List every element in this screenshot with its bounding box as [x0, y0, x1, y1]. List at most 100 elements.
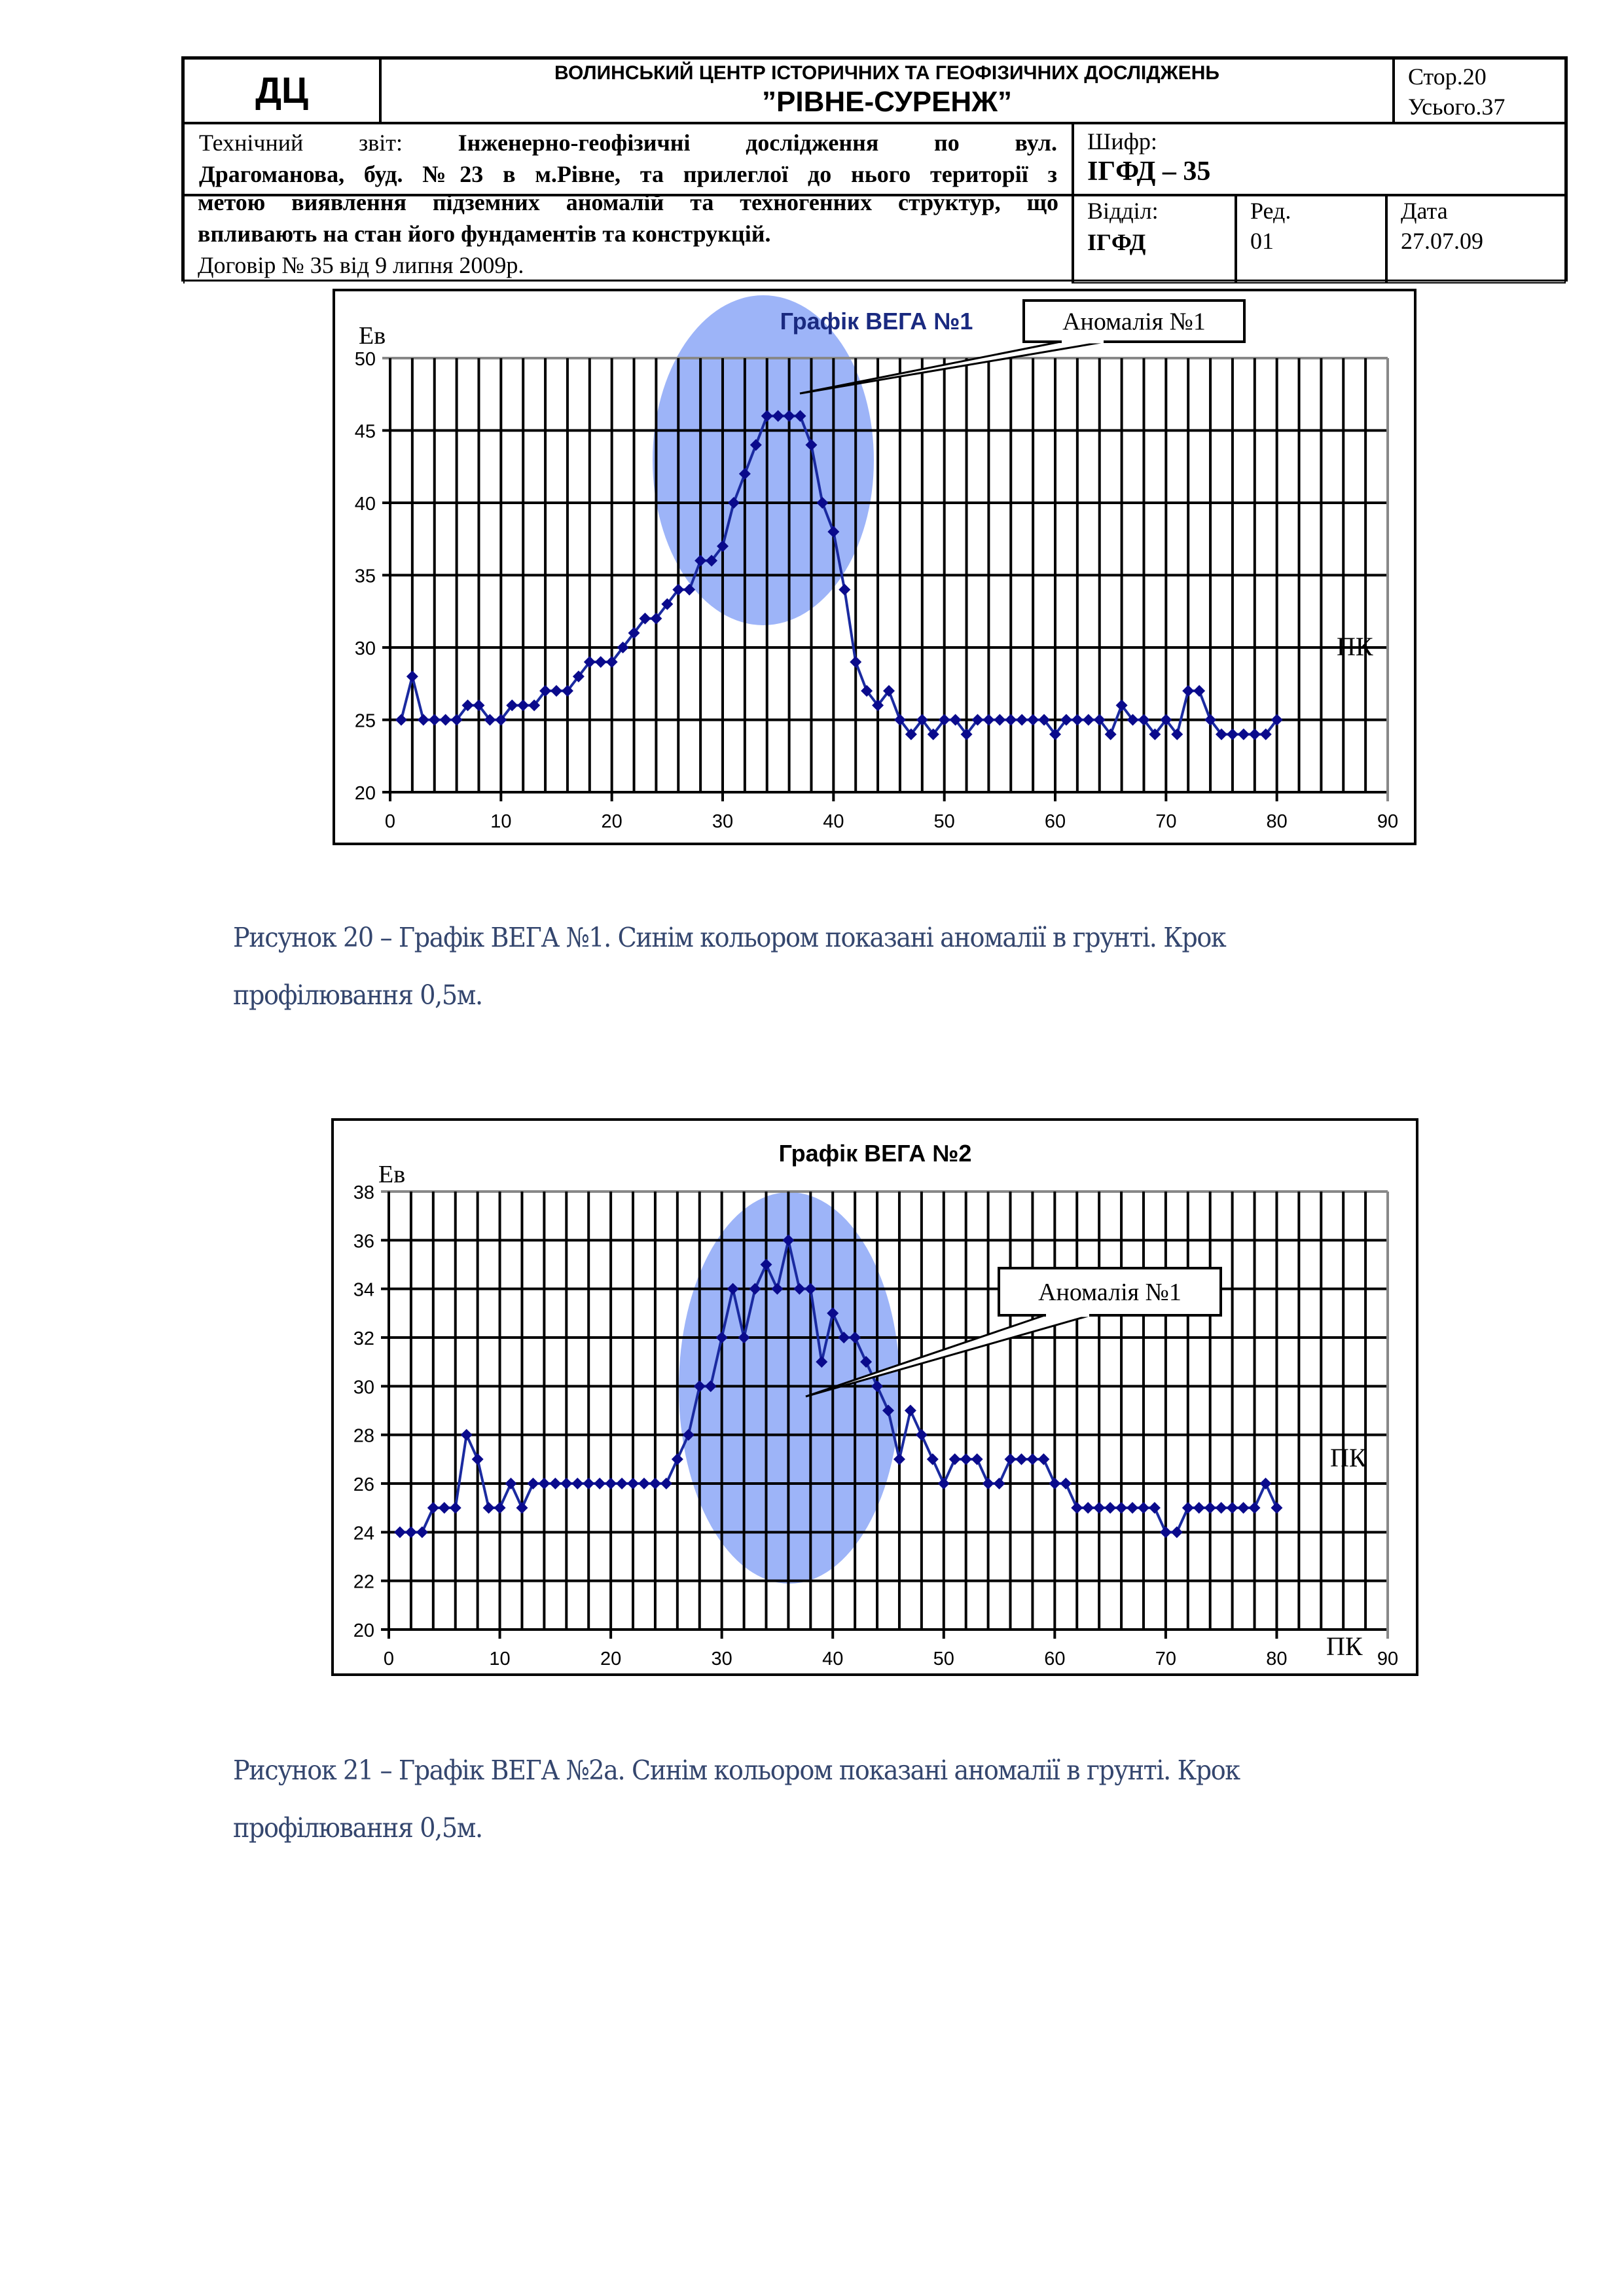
- chart-1-frame: [333, 289, 1416, 845]
- data-point: [949, 714, 962, 726]
- report-title-line1: Технічний звіт: Інженерно-геофізичні дос…: [199, 130, 1058, 156]
- x-tick-label: 40: [822, 1649, 843, 1669]
- data-point: [661, 598, 674, 610]
- data-point: [639, 612, 651, 625]
- data-point: [960, 728, 973, 740]
- callout-box: [998, 1267, 1222, 1317]
- data-point: [449, 1502, 461, 1514]
- data-point: [1127, 714, 1139, 726]
- cipher-value: ІГФД – 35: [1087, 156, 1211, 187]
- dept-value: ІГФД: [1087, 229, 1146, 255]
- data-point: [1060, 1478, 1072, 1489]
- dept-cell: Відділ: ІГФД: [1073, 195, 1236, 283]
- figure-21-caption-line1: Рисунок 21 – Графік ВЕГА №2а. Синім коль…: [233, 1755, 1240, 1786]
- figure-20-caption-line2: профілювання 0,5м.: [233, 979, 483, 1011]
- data-point: [484, 714, 496, 726]
- data-point: [827, 526, 840, 538]
- data-point: [571, 1478, 584, 1489]
- x-axis-label: ПК: [1326, 1631, 1363, 1661]
- x-tick-label: 30: [712, 1649, 732, 1669]
- header-table: ДЦ ВОЛИНСЬКИЙ ЦЕНТР ІСТОРИЧНИХ ТА ГЕОФІЗ…: [181, 56, 1568, 283]
- data-point: [473, 699, 485, 712]
- data-point: [516, 1502, 528, 1514]
- data-point: [1237, 1502, 1250, 1514]
- data-point: [1193, 1502, 1205, 1514]
- data-point: [948, 1453, 961, 1465]
- data-point: [695, 555, 707, 567]
- data-point: [893, 714, 906, 726]
- data-point: [460, 1429, 473, 1441]
- x-tick-label: 10: [490, 811, 511, 832]
- data-point: [816, 1356, 828, 1368]
- chart-2-frame: [331, 1118, 1418, 1676]
- x-tick-label: 50: [933, 1649, 954, 1669]
- data-point: [427, 1502, 439, 1514]
- x-tick-label: 80: [1267, 811, 1288, 832]
- callout-label: Аномалія №1: [1038, 1279, 1182, 1306]
- data-point: [971, 714, 984, 726]
- revision-cell: Ред. 01: [1236, 195, 1386, 283]
- y-tick-label: 25: [355, 711, 376, 732]
- data-point: [605, 656, 618, 668]
- data-point: [1171, 728, 1183, 740]
- data-point: [616, 1478, 628, 1489]
- data-point: [1049, 728, 1061, 740]
- data-point: [439, 714, 452, 726]
- y-tick-label: 28: [353, 1426, 374, 1447]
- data-point: [904, 1404, 916, 1417]
- data-point: [1170, 1526, 1183, 1539]
- data-point: [605, 1478, 617, 1489]
- data-point: [406, 670, 418, 683]
- data-point: [438, 1502, 450, 1514]
- y-tick-label: 26: [353, 1474, 374, 1495]
- data-point: [561, 685, 573, 697]
- data-point: [649, 1478, 661, 1489]
- x-tick-label: 10: [489, 1649, 510, 1669]
- data-point: [1016, 714, 1028, 726]
- data-point: [450, 714, 463, 726]
- data-point: [849, 1332, 861, 1343]
- data-point: [994, 714, 1006, 726]
- data-point: [1182, 1502, 1194, 1514]
- date-value: 27.07.09: [1401, 228, 1483, 254]
- data-point: [793, 1283, 806, 1295]
- data-point: [794, 410, 806, 422]
- data-point: [704, 1380, 717, 1393]
- y-tick-label: 34: [353, 1280, 374, 1301]
- data-point: [1104, 1502, 1117, 1514]
- data-point: [717, 540, 729, 553]
- contract-text: Договір № 35 від 9 липня 2009р.: [198, 252, 524, 278]
- data-point: [405, 1526, 417, 1539]
- figure-20-caption-line1: Рисунок 20 – Графік ВЕГА №1. Синім кольо…: [233, 922, 1227, 953]
- data-point: [1060, 714, 1072, 726]
- data-point: [771, 1283, 784, 1295]
- data-point: [1005, 714, 1017, 726]
- report-title-line3: метою виявлення підземних аномалій та те…: [198, 189, 1058, 215]
- data-point: [482, 1502, 495, 1514]
- data-point: [783, 410, 795, 422]
- y-tick-label: 45: [355, 422, 376, 443]
- x-tick-label: 30: [712, 811, 733, 832]
- data-point: [1115, 699, 1128, 712]
- data-point: [627, 1478, 640, 1489]
- data-point: [850, 656, 862, 668]
- data-point: [650, 612, 662, 625]
- y-axis-label: Ев: [359, 322, 386, 350]
- data-point: [1226, 728, 1238, 740]
- data-point: [461, 699, 474, 712]
- data-point: [628, 627, 640, 639]
- data-point: [549, 1478, 562, 1489]
- data-point: [804, 1283, 817, 1295]
- x-axis-label: ПК: [1330, 1443, 1367, 1472]
- data-point: [1149, 728, 1161, 740]
- cipher-label: Шифр:: [1087, 128, 1157, 155]
- data-point: [1259, 1478, 1272, 1489]
- data-point: [494, 1502, 506, 1514]
- logo-cell: ДЦ: [183, 58, 380, 123]
- y-tick-label: 30: [355, 638, 376, 659]
- x-tick-label: 90: [1377, 1649, 1398, 1669]
- y-tick-label: 50: [355, 349, 376, 370]
- data-point: [971, 1453, 983, 1465]
- data-point: [594, 1478, 606, 1489]
